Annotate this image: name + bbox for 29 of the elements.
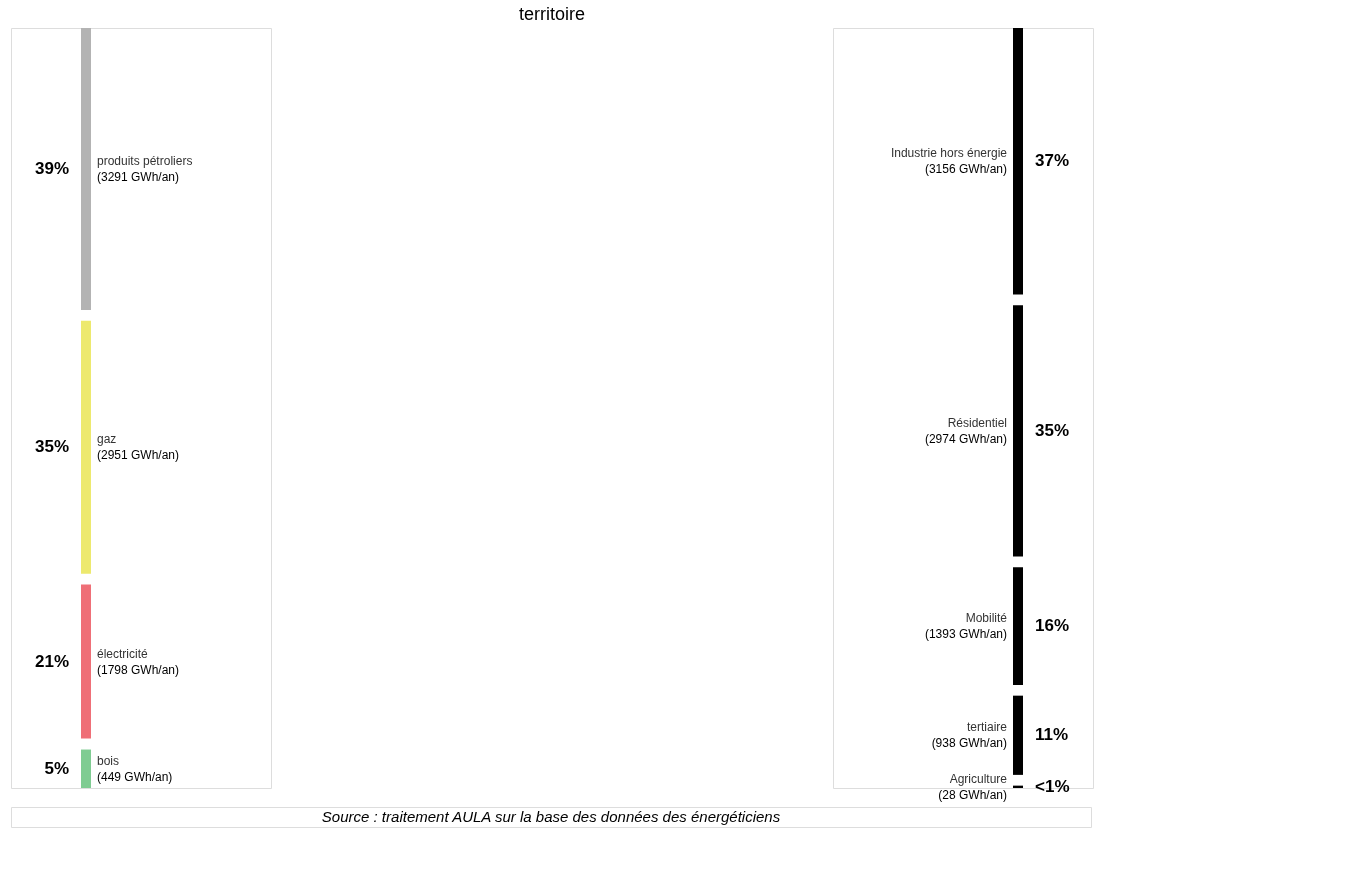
data-label: (1393 GWh/an): [924, 627, 1007, 642]
category-label: gaz: [97, 432, 117, 447]
category-label: Mobilité: [965, 611, 1008, 626]
category-label: produits pétroliers: [97, 153, 193, 168]
text: 39%: [34, 158, 69, 178]
text: <1%: [1035, 776, 1070, 796]
category-label: électricité: [97, 646, 149, 661]
category-label: tertiaire: [966, 720, 1008, 735]
text: 16%: [1035, 616, 1070, 636]
category-label: Agriculture: [949, 771, 1008, 786]
text: 21%: [34, 651, 69, 671]
data-label: (1798 GWh/an): [97, 662, 180, 677]
text: 11%: [1035, 725, 1069, 745]
data-label: (449 GWh/an): [97, 769, 173, 784]
data-label: (2951 GWh/an): [97, 448, 180, 463]
data-label: (938 GWh/an): [931, 736, 1007, 751]
category-label: bois: [97, 753, 120, 768]
text: 5%: [44, 758, 69, 778]
text: territoire: [518, 3, 586, 24]
data-label: (28 GWh/an): [938, 787, 1007, 802]
category-label: Résidentiel: [947, 415, 1007, 430]
category-label: Industrie hors énergie: [890, 146, 1008, 161]
text: 35%: [34, 437, 69, 457]
data-label: (3291 GWh/an): [97, 169, 180, 184]
text: 35%: [1035, 420, 1070, 440]
text: 37%: [1035, 151, 1070, 171]
source-note: Source : traitement AULA sur la base des données des énergéticiens: [321, 808, 781, 825]
data-label: (3156 GWh/an): [924, 162, 1007, 177]
data-label: (2974 GWh/an): [924, 431, 1007, 446]
